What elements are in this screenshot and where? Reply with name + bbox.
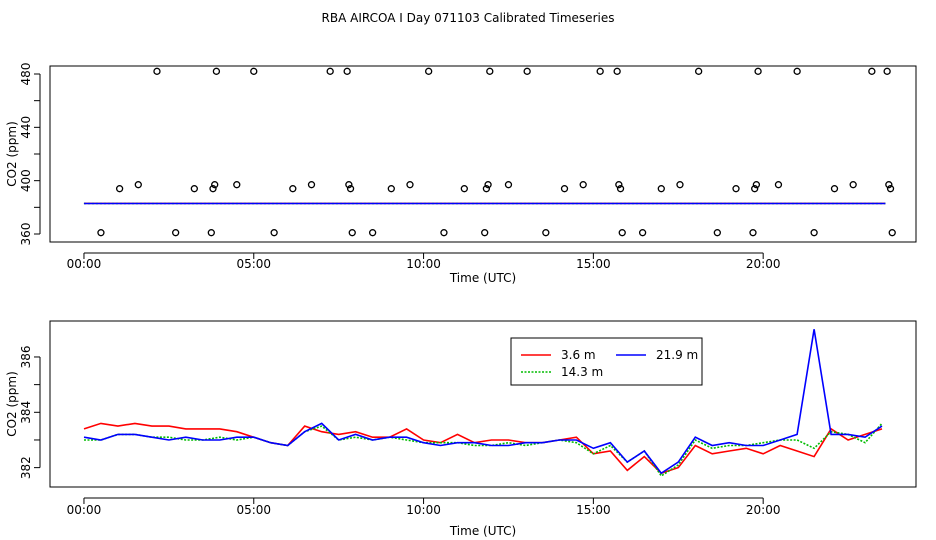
data-point <box>97 229 105 237</box>
data-point <box>793 67 801 75</box>
data-point <box>484 181 492 189</box>
top-x-axis-label: Time (UTC) <box>449 271 516 285</box>
top-y-axis-label: CO2 (ppm) <box>5 121 19 187</box>
data-point <box>207 229 215 237</box>
legend-label-3-6m: 3.6 m <box>561 348 596 362</box>
top-axes: 00:00 05:00 10:00 15:00 20:00 360 400 440 480 <box>19 63 780 271</box>
legend: 3.6 m 14.3 m 21.9 m <box>510 337 703 386</box>
data-point <box>345 181 353 189</box>
data-point <box>657 185 665 193</box>
data-point <box>560 185 569 193</box>
y-tick-label: 382 <box>19 456 33 479</box>
data-point <box>542 229 550 237</box>
data-point <box>523 67 531 75</box>
data-point <box>886 185 895 193</box>
data-point <box>190 185 198 193</box>
data-point <box>676 181 684 189</box>
data-point <box>810 229 818 237</box>
data-point <box>307 181 316 189</box>
data-point <box>482 185 491 193</box>
x-tick-label: 20:00 <box>746 503 781 517</box>
data-point <box>368 229 377 237</box>
data-point <box>579 181 587 189</box>
y-tick-label: 400 <box>19 169 33 192</box>
data-point <box>387 185 395 193</box>
data-point <box>849 181 857 189</box>
x-tick-label: 00:00 <box>67 503 102 517</box>
data-point <box>883 67 891 75</box>
series-line-3-6-m <box>83 422 883 475</box>
data-point <box>289 185 297 193</box>
data-point <box>613 67 621 75</box>
data-point <box>460 185 468 193</box>
data-point <box>830 185 839 193</box>
y-tick-label: 384 <box>19 401 33 424</box>
top-points <box>97 67 896 237</box>
data-point <box>695 67 703 75</box>
data-point <box>749 229 757 237</box>
data-point <box>754 67 762 75</box>
y-tick-label: 440 <box>19 116 33 139</box>
data-point <box>233 181 241 189</box>
data-point <box>211 181 219 189</box>
data-point <box>868 67 876 75</box>
data-point <box>616 185 625 193</box>
data-point <box>326 67 334 75</box>
x-tick-label: 15:00 <box>576 257 611 271</box>
legend-label-21-9m: 21.9 m <box>656 348 698 362</box>
data-point <box>212 67 221 75</box>
bottom-x-axis-label: Time (UTC) <box>449 524 516 538</box>
data-point <box>888 229 896 237</box>
top-plot-frame <box>49 65 917 243</box>
data-point <box>348 229 356 237</box>
data-point <box>774 181 783 189</box>
x-tick-label: 10:00 <box>406 257 441 271</box>
series-line-21-9-m <box>83 329 883 475</box>
data-point <box>481 229 489 237</box>
data-point <box>751 185 759 193</box>
y-tick-label: 386 <box>19 346 33 369</box>
data-point <box>713 229 721 237</box>
data-point <box>440 229 448 237</box>
x-tick-label: 00:00 <box>67 257 102 271</box>
x-tick-label: 10:00 <box>406 503 441 517</box>
data-point <box>504 181 513 189</box>
data-point <box>618 229 626 237</box>
data-point <box>885 181 893 189</box>
bottom-plot-frame <box>49 320 917 488</box>
bottom-y-axis-label: CO2 (ppm) <box>5 371 19 437</box>
data-point <box>732 185 740 193</box>
data-point <box>615 181 623 189</box>
data-point <box>209 185 217 193</box>
data-point <box>406 181 414 189</box>
x-tick-label: 05:00 <box>236 503 271 517</box>
y-tick-label: 480 <box>19 63 33 86</box>
data-point <box>134 181 142 189</box>
y-tick-label: 360 <box>19 223 33 246</box>
bottom-axes: 00:00 05:00 10:00 15:00 20:00 382 384 386 <box>19 346 780 517</box>
data-point <box>752 181 761 189</box>
data-point <box>346 185 355 193</box>
data-point <box>486 67 494 75</box>
data-point <box>425 67 433 75</box>
data-point <box>115 185 124 193</box>
bottom-series-lines <box>83 329 883 477</box>
data-point <box>153 67 161 75</box>
x-tick-label: 05:00 <box>236 257 271 271</box>
data-point <box>596 67 604 75</box>
top-panel: Time (UTC) CO2 (ppm) 00:00 05:00 10:00 15:0… <box>5 63 917 285</box>
data-point <box>638 229 647 237</box>
data-point <box>250 67 258 75</box>
x-tick-label: 15:00 <box>576 503 611 517</box>
series-line-14-3-m <box>84 422 883 477</box>
x-tick-label: 20:00 <box>746 257 781 271</box>
bottom-panel: Time (UTC) CO2 (ppm) 00:00 05:00 10:00 15:0… <box>5 320 917 538</box>
legend-label-14-3m: 14.3 m <box>561 365 603 379</box>
data-point <box>172 229 180 237</box>
data-point <box>270 229 278 237</box>
legend-box <box>510 337 703 386</box>
chart-title: RBA AIRCOA I Day 071103 Calibrated Times… <box>322 11 615 25</box>
data-point <box>343 67 351 75</box>
